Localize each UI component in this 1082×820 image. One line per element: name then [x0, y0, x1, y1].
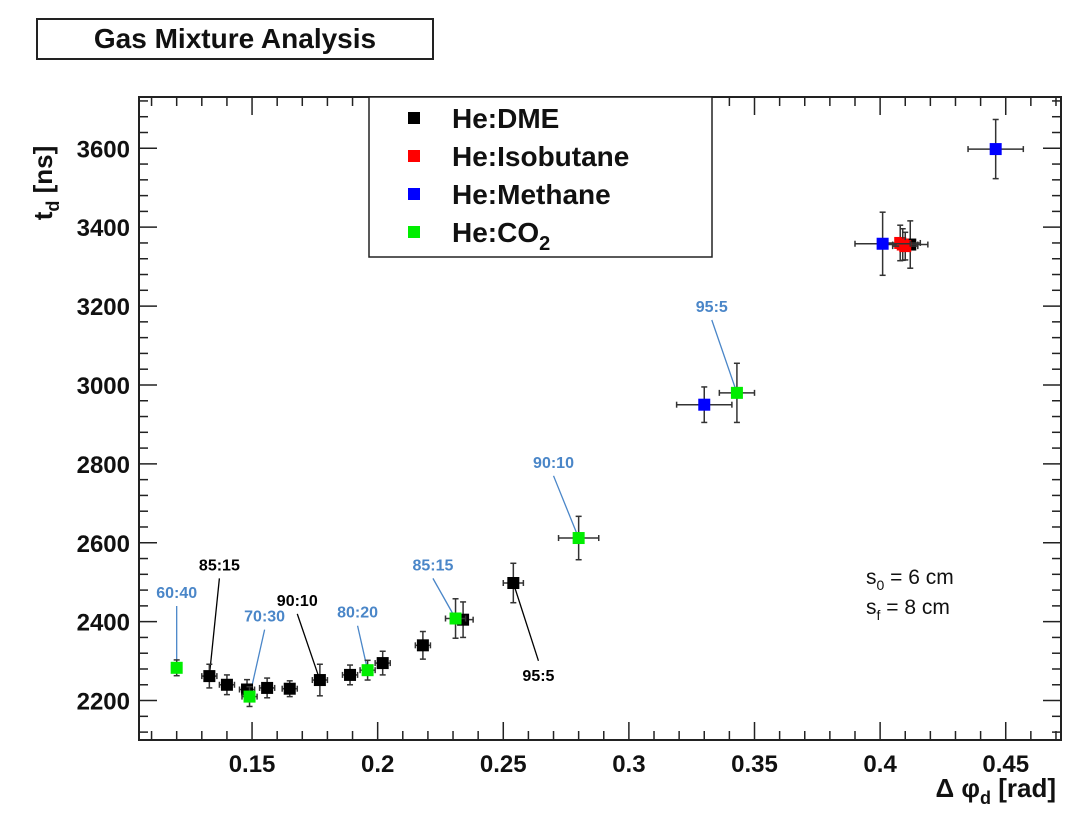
y-tick-label: 2200 [77, 689, 130, 716]
marker [243, 690, 256, 703]
y-tick-label: 3000 [77, 373, 130, 400]
x-tick-labels: 0.15 0.2 0.25 0.3 0.35 0.4 0.45 [229, 751, 1029, 778]
legend-box [368, 96, 713, 258]
y-tick-label: 3400 [77, 215, 130, 242]
data-point-he-dme [374, 650, 391, 676]
annotation-leader-line [296, 613, 321, 681]
data-point-he-dme [502, 562, 525, 604]
legend-marker-he-dme [408, 112, 420, 124]
marker [313, 674, 326, 687]
annotation-label: 90:10 [533, 455, 574, 472]
y-tick-label: 2600 [77, 531, 130, 558]
marker [572, 532, 585, 545]
parameters-note: s0 = 6 cm sf = 8 cm [866, 566, 954, 623]
x-tick-label: 0.4 [863, 751, 897, 778]
annotation-leader-line [208, 578, 221, 677]
data-point-he-methane [854, 211, 912, 277]
marker [170, 661, 183, 674]
legend-marker-he-co2 [408, 226, 420, 238]
y-tick-label: 2400 [77, 610, 130, 637]
x-tick-label: 0.35 [731, 751, 778, 778]
x-tick-label: 0.15 [229, 751, 276, 778]
data-point-he-dme [414, 630, 432, 660]
annotation-leader-line [552, 475, 580, 539]
annotation-label: 60:40 [156, 585, 197, 602]
parameter-line: sf = 8 cm [866, 596, 950, 623]
y-axis-title: td [ns] [28, 146, 63, 221]
x-tick-label: 0.2 [361, 751, 394, 778]
data-point-he-dme [201, 663, 218, 689]
y-tick-labels: 2200 2400 2600 2800 3000 3200 3400 3600 [77, 136, 130, 715]
legend: He:DME He:Isobutane He:Methane He:CO2 [368, 96, 713, 258]
annotation-leader-line [432, 578, 457, 619]
marker [698, 398, 711, 411]
annotation-leader-line [512, 582, 540, 662]
data-point-he-co2 [359, 659, 376, 681]
annotation-label: 70:30 [244, 609, 285, 626]
annotation-leader-line [711, 319, 738, 394]
legend-label-he-isobutane: He:Isobutane [452, 141, 629, 172]
marker [876, 237, 889, 250]
marker [344, 668, 357, 681]
legend-marker-he-isobutane [408, 150, 420, 162]
chart-title: Gas Mixture Analysis [36, 18, 434, 60]
marker [361, 664, 374, 677]
y-tick-label: 3600 [77, 136, 130, 163]
marker [899, 240, 912, 253]
x-tick-label: 0.45 [982, 751, 1029, 778]
data-point-he-methane [675, 386, 733, 424]
legend-label-he-dme: He:DME [452, 103, 559, 134]
data-point-he-co2 [557, 515, 600, 561]
marker [220, 678, 233, 691]
x-tick-label: 0.25 [480, 751, 527, 778]
data-point-he-dme [218, 674, 236, 696]
data-point-he-co2 [241, 685, 258, 708]
marker [416, 639, 429, 652]
data-point-he-co2 [444, 598, 467, 639]
x-axis-title: Δ φd [rad] [935, 773, 1056, 808]
annotation-label: 85:15 [199, 557, 240, 574]
data-point-he-isobutane [891, 231, 919, 261]
data-points [170, 118, 1025, 708]
legend-label-he-co2: He:CO2 [452, 217, 550, 255]
annotation-label: 90:10 [277, 593, 318, 610]
annotations: 60:4085:1570:3090:1080:2085:1595:590:109… [156, 299, 738, 697]
annotation-label: 85:15 [412, 557, 453, 574]
marker [507, 576, 520, 589]
x-tick-label: 0.3 [612, 751, 645, 778]
data-point-he-dme [258, 677, 276, 699]
marker [261, 681, 274, 694]
legend-marker-he-methane [408, 188, 420, 200]
legend-label-he-methane: He:Methane [452, 179, 611, 210]
marker [376, 657, 389, 670]
data-point-he-dme [341, 664, 359, 686]
marker [730, 386, 743, 399]
data-point-he-co2 [170, 659, 183, 677]
annotation-label: 95:5 [522, 668, 554, 685]
marker [449, 612, 462, 625]
marker [203, 670, 216, 683]
data-point-he-co2 [718, 362, 756, 424]
data-point-he-dme [311, 663, 329, 697]
marker [989, 143, 1002, 156]
parameter-line: s0 = 6 cm [866, 566, 954, 593]
annotation-label: 80:20 [337, 605, 378, 622]
y-tick-label: 3200 [77, 294, 130, 321]
marker [283, 682, 296, 695]
annotation-label: 95:5 [696, 299, 728, 316]
y-tick-label: 2800 [77, 452, 130, 479]
data-point-he-methane [967, 118, 1025, 180]
data-point-he-dme [281, 680, 299, 698]
annotation-leader-line [356, 625, 369, 671]
